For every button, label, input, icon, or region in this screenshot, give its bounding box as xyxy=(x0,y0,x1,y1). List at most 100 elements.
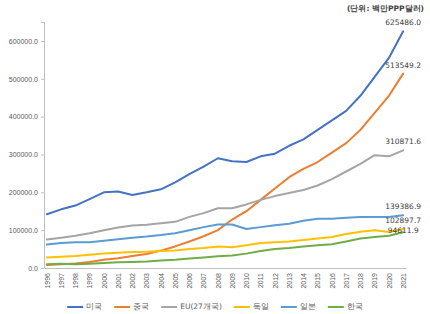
y-tick-label: 0.0 xyxy=(28,265,38,272)
x-tick-label: 2019 xyxy=(371,273,378,289)
x-tick: 2007 xyxy=(200,268,207,289)
y-tick-label: 400000.0 xyxy=(9,113,38,120)
x-tick: 2010 xyxy=(243,268,250,289)
annotations: 625486.0513549.2310871.6139386.9102897.7… xyxy=(385,18,421,235)
x-tick-label: 2006 xyxy=(186,273,193,289)
x-tick-label: 2020 xyxy=(386,273,393,289)
value-label: 94611.9 xyxy=(388,226,419,235)
legend-item: EU(27개국) xyxy=(161,302,222,311)
value-label: 625486.0 xyxy=(385,18,421,27)
chart: 0.0 100000.0 200000.0 300000.0 400000.0 50000… xyxy=(0,0,430,314)
x-tick-label: 1996 xyxy=(44,273,51,289)
y-tick: 200000.0 xyxy=(9,189,44,196)
legend-label: 중국 xyxy=(133,302,149,311)
x-tick-label: 2009 xyxy=(229,273,236,289)
x-tick-label: 2018 xyxy=(357,273,364,289)
value-label: 310871.6 xyxy=(385,137,421,146)
x-tick-label: 2004 xyxy=(158,273,165,289)
subtitle: (단위: 백만PPP달러) xyxy=(347,4,424,13)
legend-item: 독일 xyxy=(234,302,269,311)
x-tick-label: 2002 xyxy=(129,273,136,289)
y-tick: 300000.0 xyxy=(9,151,44,158)
legend: 미국 중국 EU(27개국) 독일 일본 한국 xyxy=(67,302,363,311)
legend-swatch xyxy=(234,306,250,308)
x-tick-label: 2017 xyxy=(343,273,350,289)
y-axis: 0.0 100000.0 200000.0 300000.0 400000.0 50000… xyxy=(9,23,45,272)
series-line xyxy=(47,229,403,257)
x-tick-label: 2011 xyxy=(257,273,264,288)
x-tick: 1997 xyxy=(58,268,65,289)
y-tick: 500000.0 xyxy=(9,76,44,83)
y-axis-line xyxy=(41,23,45,269)
x-tick-label: 2003 xyxy=(143,273,150,289)
legend-label: EU(27개국) xyxy=(180,302,222,311)
x-tick-label: 2016 xyxy=(329,273,336,289)
x-axis: 1996199719981999200020012002200320042005… xyxy=(44,268,407,289)
y-tick-label: 300000.0 xyxy=(9,151,38,158)
x-tick-label: 2007 xyxy=(200,273,207,289)
x-tick: 2005 xyxy=(172,268,179,289)
x-tick: 2020 xyxy=(386,268,393,289)
x-tick: 2014 xyxy=(300,268,307,289)
legend-label: 독일 xyxy=(253,302,269,311)
legend-item: 중국 xyxy=(114,302,149,311)
legend-label: 미국 xyxy=(86,302,102,311)
x-tick-label: 2010 xyxy=(243,273,250,289)
x-tick: 2001 xyxy=(115,268,122,289)
x-tick-label: 2021 xyxy=(400,273,407,289)
x-tick: 2004 xyxy=(158,268,165,289)
legend-label: 한국 xyxy=(347,302,363,311)
x-tick-label: 2005 xyxy=(172,273,179,289)
y-tick-mark xyxy=(41,79,44,80)
legend-swatch xyxy=(281,306,297,308)
x-tick: 2016 xyxy=(329,268,336,289)
legend-item: 미국 xyxy=(67,302,102,311)
legend-swatch xyxy=(67,306,83,308)
lines xyxy=(47,31,403,265)
y-tick-label: 500000.0 xyxy=(9,76,38,83)
y-tick-label: 200000.0 xyxy=(9,189,38,196)
y-tick: 400000.0 xyxy=(9,113,44,120)
legend-swatch xyxy=(114,306,130,308)
x-tick-label: 2015 xyxy=(314,273,321,289)
plot-area: 0.0 100000.0 200000.0 300000.0 400000.0 50000… xyxy=(9,23,407,289)
legend-swatch xyxy=(161,306,177,308)
x-tick: 2008 xyxy=(215,268,222,289)
x-tick-label: 1998 xyxy=(72,273,79,289)
y-tick-mark xyxy=(41,41,44,42)
x-tick-label: 2014 xyxy=(300,273,307,289)
x-tick-label: 1999 xyxy=(86,273,93,289)
x-tick: 2021 xyxy=(400,268,407,289)
x-tick-label: 1997 xyxy=(58,273,65,289)
x-tick: 1998 xyxy=(72,268,79,289)
y-tick-mark xyxy=(41,192,44,193)
y-tick: 100000.0 xyxy=(9,227,44,234)
x-tick: 2002 xyxy=(129,268,136,289)
y-tick: 600000.0 xyxy=(9,38,44,45)
value-label: 513549.2 xyxy=(385,61,421,70)
x-tick: 2015 xyxy=(314,268,321,289)
x-tick: 1996 xyxy=(44,268,51,289)
x-tick: 2013 xyxy=(286,268,293,289)
series-line xyxy=(47,150,403,239)
x-tick: 2012 xyxy=(272,268,279,289)
x-tick-label: 2013 xyxy=(286,273,293,289)
x-tick-label: 2012 xyxy=(272,273,279,289)
x-tick: 2019 xyxy=(371,268,378,289)
y-tick-mark xyxy=(41,117,44,118)
y-tick-mark xyxy=(41,154,44,155)
x-tick: 2006 xyxy=(186,268,193,289)
series-line xyxy=(47,232,403,264)
x-tick: 1999 xyxy=(86,268,93,289)
legend-swatch xyxy=(328,306,344,308)
x-tick-label: 2008 xyxy=(215,273,222,289)
y-tick: 0.0 xyxy=(28,265,44,272)
legend-item: 한국 xyxy=(328,302,363,311)
y-tick-label: 100000.0 xyxy=(9,227,38,234)
x-tick: 2017 xyxy=(343,268,350,289)
legend-label: 일본 xyxy=(300,302,316,311)
value-label: 102897.7 xyxy=(385,216,421,225)
x-tick-label: 2001 xyxy=(115,273,122,289)
y-tick-mark xyxy=(41,230,44,231)
x-tick: 2009 xyxy=(229,268,236,289)
